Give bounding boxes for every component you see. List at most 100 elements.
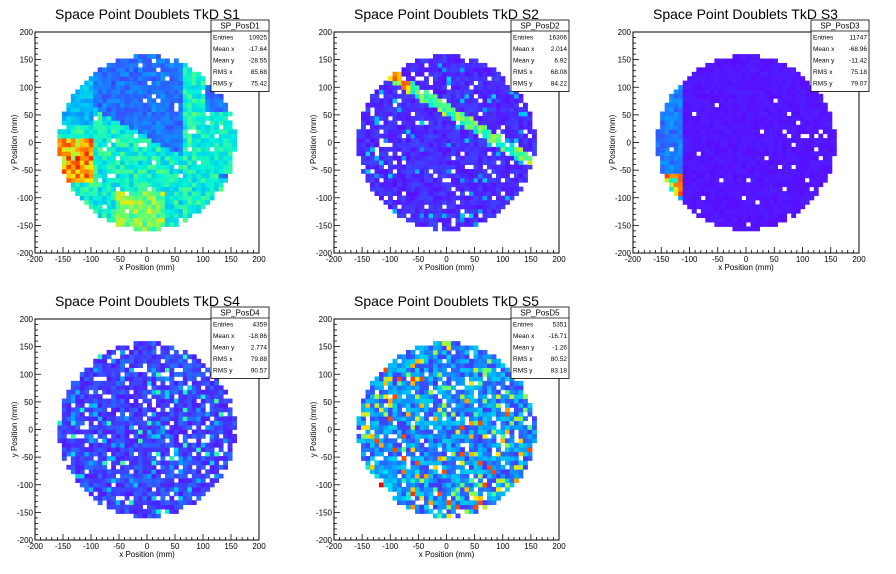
histogram-cell [138, 354, 143, 360]
histogram-cell [741, 142, 747, 148]
histogram-cell [120, 376, 125, 382]
histogram-cell [518, 169, 524, 174]
histogram-cell [379, 186, 384, 192]
histogram-cell [759, 160, 765, 165]
histogram-cell [809, 182, 815, 188]
histogram-cell [464, 98, 470, 104]
histogram-cell [88, 469, 94, 475]
histogram-cell [433, 204, 438, 210]
histogram-cell [187, 385, 193, 391]
histogram-cell [822, 129, 828, 135]
histogram-cell [187, 107, 193, 112]
histogram-cell [469, 182, 474, 188]
histogram-cell [120, 504, 125, 510]
histogram-cell [795, 160, 801, 165]
histogram-cell [93, 129, 99, 135]
stats-histogram-name: SP_PosD2 [520, 22, 560, 31]
histogram-cell [75, 155, 81, 161]
histogram-cell [791, 93, 797, 99]
histogram-cell [106, 98, 112, 104]
histogram-cell [736, 169, 742, 174]
histogram-cell [120, 102, 125, 108]
histogram-cell [424, 102, 429, 108]
y-tick-label: -200 [316, 249, 333, 258]
histogram-cell [70, 389, 76, 395]
histogram-cell [97, 491, 103, 497]
histogram-cell [691, 98, 697, 104]
histogram-cell [379, 85, 384, 90]
histogram-cell [209, 442, 215, 448]
histogram-cell [88, 120, 94, 126]
histogram-cell [709, 115, 715, 121]
histogram-cell [428, 160, 434, 165]
histogram-cell [500, 155, 506, 161]
histogram-cell [187, 464, 193, 470]
histogram-cell [182, 394, 188, 399]
histogram-cell [227, 120, 233, 126]
histogram-cell [415, 133, 420, 139]
histogram-cell [464, 62, 470, 68]
histogram-cell [196, 173, 202, 179]
histogram-cell [120, 389, 125, 395]
histogram-cell [673, 151, 679, 157]
histogram-cell [723, 76, 729, 82]
stats-label: RMS x [213, 69, 233, 76]
histogram-cell [678, 155, 684, 161]
histogram-cell [169, 186, 175, 192]
histogram-cell [120, 155, 125, 161]
histogram-cell [205, 182, 211, 188]
histogram-cell [61, 407, 67, 413]
histogram-cell [705, 164, 711, 170]
histogram-cell [388, 186, 393, 192]
histogram-cell [160, 385, 166, 391]
histogram-cell [200, 173, 206, 179]
histogram-cell [84, 186, 90, 192]
histogram-cell [773, 146, 779, 152]
histogram-cell [155, 191, 161, 196]
histogram-cell [155, 138, 161, 143]
histogram-cell [383, 138, 389, 143]
histogram-cell [791, 115, 797, 121]
histogram-cell [173, 447, 179, 452]
histogram-cell [491, 111, 497, 117]
histogram-cell [138, 460, 143, 466]
histogram-cell [401, 124, 407, 130]
histogram-cell [406, 169, 411, 174]
histogram-cell [682, 102, 688, 108]
histogram-cell [496, 107, 501, 112]
histogram-cell [755, 217, 760, 223]
histogram-cell [768, 208, 774, 214]
histogram-cell [191, 478, 197, 483]
histogram-cell [736, 58, 742, 64]
histogram-cell [491, 71, 497, 77]
histogram-cell [415, 213, 420, 219]
histogram-cell [75, 146, 81, 152]
histogram-cell [84, 80, 90, 86]
histogram-cell [70, 120, 76, 126]
histogram-cell [182, 195, 188, 201]
histogram-cell [437, 76, 443, 82]
histogram-cell [138, 58, 143, 64]
histogram-cell [700, 115, 706, 121]
histogram-cell [169, 142, 175, 148]
histogram-cell [723, 115, 729, 121]
histogram-cell [205, 398, 211, 404]
histogram-cell [487, 89, 492, 95]
histogram-cell [97, 76, 103, 82]
histogram-title: Space Point Doublets TkD S3 [653, 6, 838, 22]
histogram-cell [491, 76, 497, 82]
histogram-cell [374, 164, 380, 170]
histogram-cell [755, 204, 760, 210]
histogram-cell [709, 155, 715, 161]
histogram-cell [379, 133, 384, 139]
histogram-cell [786, 177, 792, 183]
histogram-cell [500, 120, 506, 126]
x-tick-label: 50 [171, 255, 180, 264]
histogram-cell [415, 195, 420, 201]
histogram-cell [365, 177, 371, 183]
histogram-cell [723, 146, 729, 152]
histogram-cell [129, 416, 134, 422]
histogram-cell [223, 456, 229, 461]
histogram-cell [155, 58, 161, 64]
